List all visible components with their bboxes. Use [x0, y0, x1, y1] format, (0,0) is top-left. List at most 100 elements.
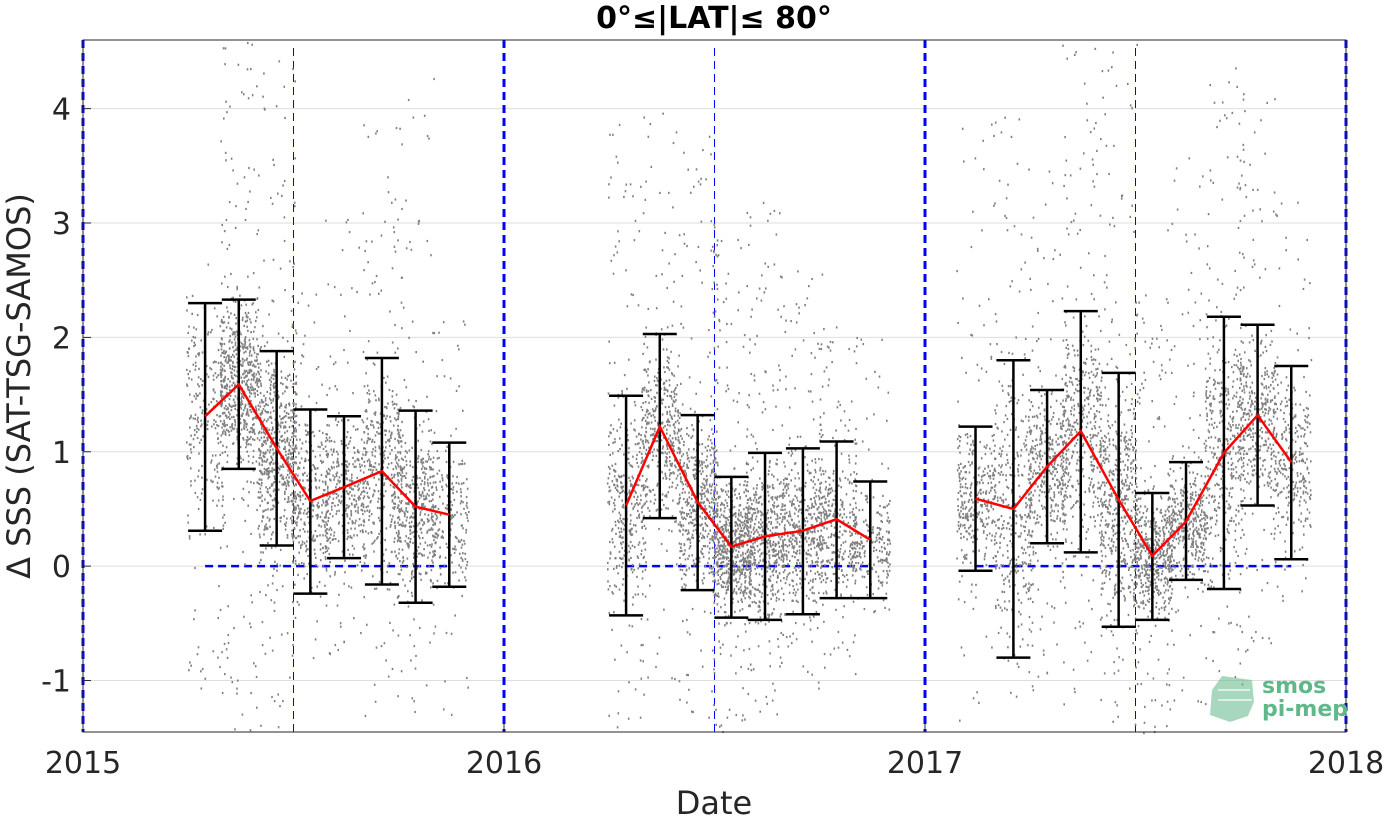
data-point — [235, 344, 237, 346]
data-point — [741, 534, 743, 536]
data-point — [680, 480, 682, 482]
data-point — [260, 392, 262, 394]
data-point — [392, 390, 394, 392]
data-point — [414, 645, 416, 647]
data-point — [432, 499, 434, 501]
data-point — [293, 263, 295, 265]
data-point — [410, 526, 412, 528]
data-point — [194, 342, 196, 344]
data-point — [626, 388, 628, 390]
data-point — [655, 666, 657, 668]
data-point — [657, 653, 659, 655]
data-point — [626, 651, 628, 653]
data-point — [628, 452, 630, 454]
data-point — [292, 441, 294, 443]
data-point — [391, 433, 393, 435]
data-point — [222, 395, 224, 397]
data-point — [635, 594, 637, 596]
data-point — [640, 717, 642, 719]
data-point — [231, 375, 233, 377]
data-point — [688, 689, 690, 691]
data-point — [645, 401, 647, 403]
data-point — [220, 140, 222, 142]
data-point — [323, 565, 325, 567]
data-point — [680, 547, 682, 549]
data-point — [370, 531, 372, 533]
data-point — [240, 457, 242, 459]
data-point — [683, 441, 685, 443]
data-point — [607, 562, 609, 564]
data-point — [743, 491, 745, 493]
data-point — [666, 413, 668, 415]
data-point — [662, 413, 664, 415]
data-point — [378, 463, 380, 465]
data-point — [298, 452, 300, 454]
data-point — [353, 447, 355, 449]
data-point — [683, 498, 685, 500]
data-point — [322, 461, 324, 463]
data-point — [264, 405, 266, 407]
data-point — [673, 375, 675, 377]
data-point — [288, 476, 290, 478]
data-point — [649, 585, 651, 587]
data-point — [397, 347, 399, 349]
data-point — [698, 246, 700, 248]
data-point — [446, 485, 448, 487]
data-point — [639, 230, 641, 232]
data-point — [224, 514, 226, 516]
data-point — [711, 472, 713, 474]
data-point — [636, 454, 638, 456]
data-point — [724, 572, 726, 574]
data-point — [358, 524, 360, 526]
data-point — [216, 486, 218, 488]
data-point — [369, 461, 371, 463]
data-point — [260, 414, 262, 416]
data-point — [720, 576, 722, 578]
data-point — [348, 493, 350, 495]
data-point — [325, 530, 327, 532]
data-point — [623, 528, 625, 530]
data-point — [468, 511, 470, 513]
data-point — [352, 392, 354, 394]
data-point — [363, 543, 365, 545]
data-point — [304, 335, 306, 337]
data-point — [279, 705, 281, 707]
data-point — [737, 546, 739, 548]
data-point — [690, 545, 692, 547]
data-point — [394, 497, 396, 499]
data-point — [711, 470, 713, 472]
data-point — [652, 459, 654, 461]
data-point — [255, 665, 257, 667]
data-point — [675, 466, 677, 468]
data-point — [385, 430, 387, 432]
data-point — [222, 452, 224, 454]
data-point — [336, 451, 338, 453]
data-point — [346, 507, 348, 509]
data-point — [292, 326, 294, 328]
data-point — [210, 479, 212, 481]
data-point — [686, 245, 688, 247]
data-point — [329, 496, 331, 498]
data-point — [266, 420, 268, 422]
data-point — [465, 567, 467, 569]
data-point — [419, 627, 421, 629]
data-point — [322, 481, 324, 483]
data-point — [258, 432, 260, 434]
data-point — [301, 405, 303, 407]
data-point — [281, 371, 283, 373]
data-point — [466, 529, 468, 531]
data-point — [401, 670, 403, 672]
data-point — [621, 482, 623, 484]
data-point — [679, 680, 681, 682]
data-point — [720, 562, 722, 564]
data-point — [684, 243, 686, 245]
data-point — [302, 442, 304, 444]
data-point — [261, 495, 263, 497]
data-point — [375, 462, 377, 464]
data-point — [643, 212, 645, 214]
data-point — [666, 465, 668, 467]
data-point — [272, 203, 274, 205]
data-point — [221, 386, 223, 388]
data-point — [699, 557, 701, 559]
data-point — [340, 622, 342, 624]
